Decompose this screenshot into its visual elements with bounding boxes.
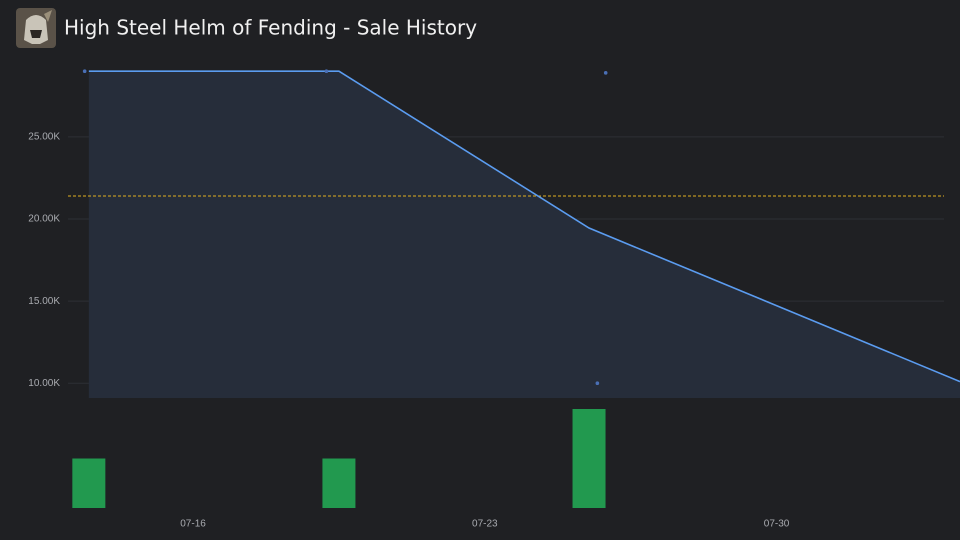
sale-point xyxy=(82,69,87,74)
x-tick-label: 07-23 xyxy=(472,519,498,530)
y-tick-label: 20.00K xyxy=(28,214,60,225)
x-tick-label: 07-16 xyxy=(180,519,206,530)
sale-point xyxy=(324,69,329,74)
volume-bar xyxy=(322,458,356,508)
y-tick-label: 10.00K xyxy=(28,378,60,389)
sale-point xyxy=(603,71,608,75)
chart-title: High Steel Helm of Fending - Sale Histor… xyxy=(64,16,477,40)
price-line xyxy=(88,70,960,383)
volume-bar xyxy=(72,458,106,508)
sale-point xyxy=(595,381,600,386)
area xyxy=(88,71,960,398)
x-tick-label: 07-30 xyxy=(764,519,790,530)
item-icon xyxy=(16,8,56,48)
y-tick-label: 25.00K xyxy=(28,132,60,143)
y-tick-label: 15.00K xyxy=(28,296,60,307)
volume-bar xyxy=(572,409,606,508)
